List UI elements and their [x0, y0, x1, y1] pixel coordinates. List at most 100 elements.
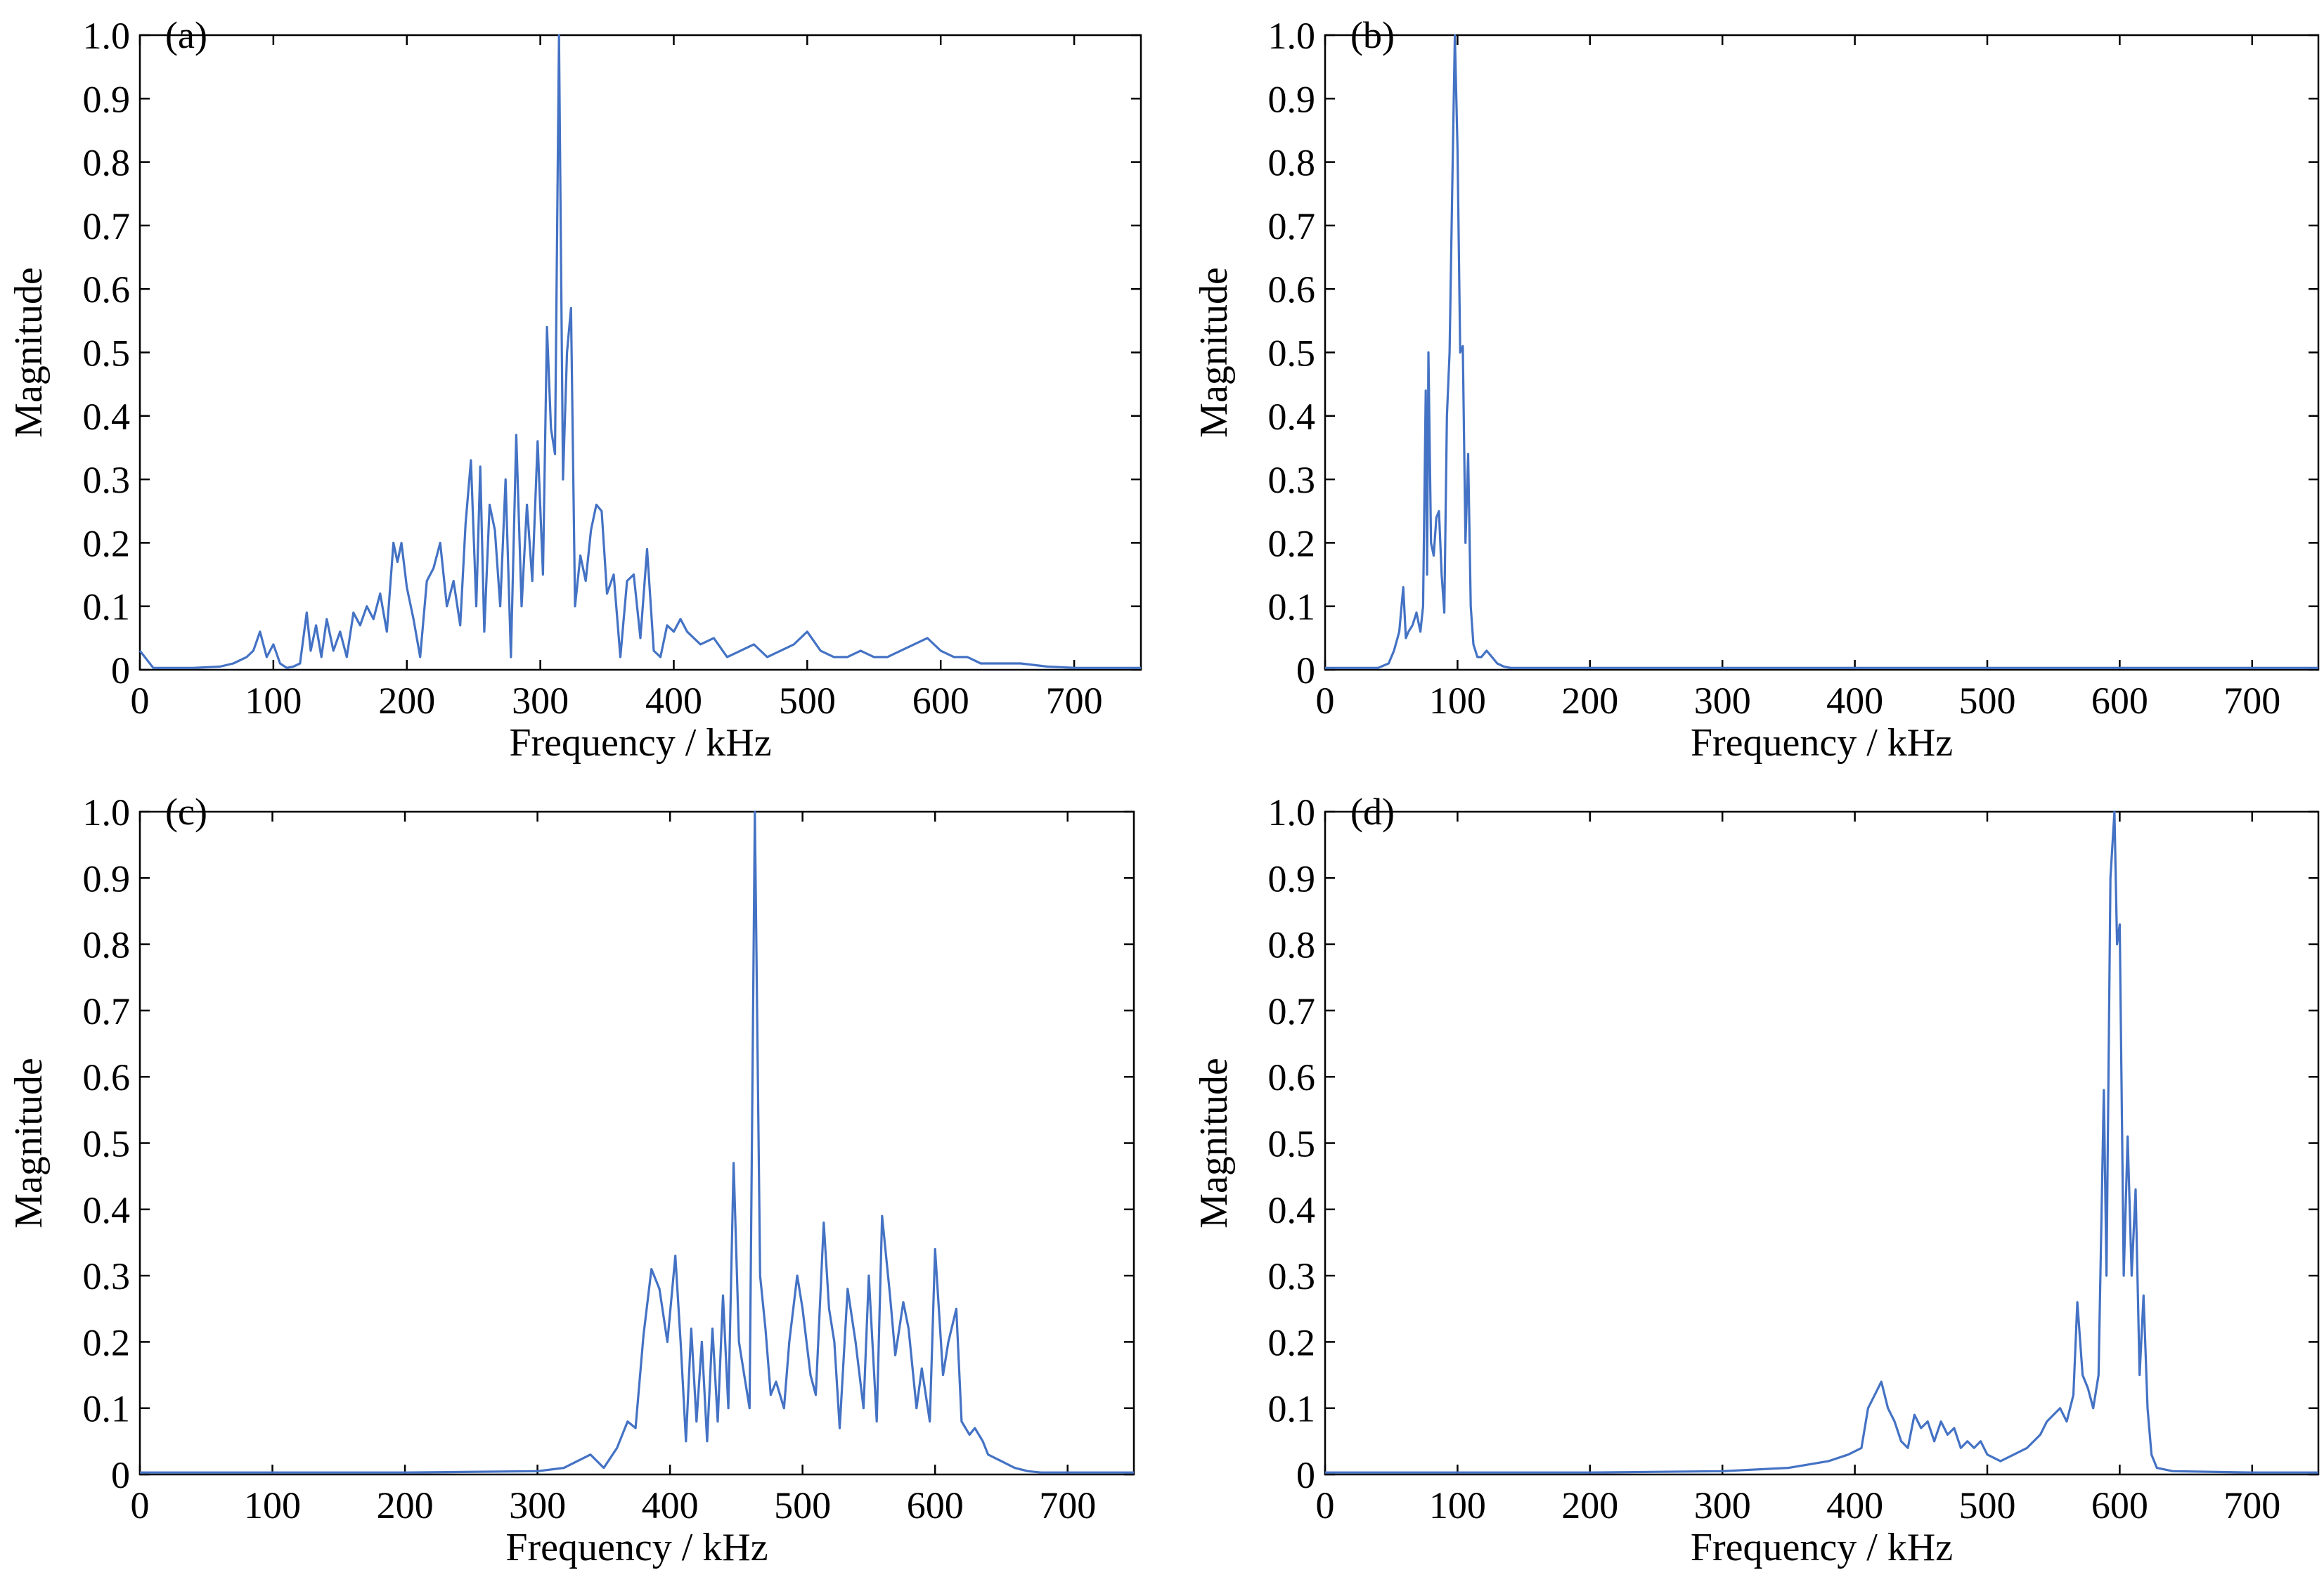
y-tick-label: 0.6	[83, 1056, 131, 1098]
series-line	[1325, 34, 2318, 669]
plot-frame	[1324, 810, 2320, 1476]
x-tick-label: 400	[1826, 1484, 1883, 1526]
x-tick-label: 100	[1429, 680, 1486, 722]
y-axis-label: Magnitude	[7, 1058, 51, 1228]
y-tick-label: 0.9	[1268, 78, 1316, 120]
y-tick-label: 0.8	[83, 142, 131, 184]
x-tick-label: 400	[1826, 680, 1883, 722]
plot-frame	[1324, 34, 2320, 671]
x-tick-label: 700	[2223, 680, 2280, 722]
x-tick-label: 300	[512, 680, 569, 722]
panel-c: 0 100 200 300 400 500 600 700 0 0.1 0.2 0.3 0.4 0.5 0.…	[7, 791, 1135, 1569]
y-tick-label: 0.6	[83, 268, 131, 311]
y-tick-label: 0.5	[83, 1123, 131, 1165]
y-tick-label: 0	[1296, 649, 1315, 692]
x-tick-label: 400	[645, 680, 702, 722]
y-tick-label: 0.8	[83, 924, 131, 966]
y-tick-label: 0.6	[1268, 1056, 1316, 1098]
y-tick-label: 0.3	[1268, 1255, 1316, 1297]
y-tick-label: 0.7	[83, 990, 131, 1032]
x-tick-label: 0	[131, 680, 150, 722]
y-tick-label: 0.6	[1268, 268, 1316, 311]
x-tick-label: 300	[1694, 1484, 1751, 1526]
y-tick-label: 0.3	[1268, 459, 1316, 501]
y-tick-label: 0.5	[1268, 332, 1316, 375]
y-tick-label: 0.3	[83, 459, 131, 501]
x-tick-label: 100	[244, 1484, 301, 1526]
x-tick-label: 200	[1561, 680, 1618, 722]
y-tick-label: 0.2	[83, 1321, 131, 1363]
y-tick-label: 0.2	[1268, 522, 1316, 564]
y-tick-label: 0.1	[83, 1388, 131, 1430]
y-tick-label: 0.1	[83, 586, 131, 628]
y-tick-label: 0.9	[1268, 857, 1316, 900]
y-axis-label: Magnitude	[7, 267, 51, 438]
y-tick-label: 0.7	[1268, 990, 1316, 1032]
y-tick-label: 0.5	[1268, 1123, 1316, 1165]
x-tick-label: 500	[1959, 1484, 2016, 1526]
x-tick-label: 500	[774, 1484, 831, 1526]
x-tick-label: 600	[2091, 1484, 2148, 1526]
y-axis-label: Magnitude	[1192, 1058, 1236, 1228]
x-axis-label: Frequency / kHz	[1691, 1526, 1953, 1569]
panel-label: (d)	[1350, 791, 1395, 833]
y-tick-label: 0.4	[83, 1189, 131, 1231]
panel-b: 0 100 200 300 400 500 600 700 0 0.1 0.2 0.3 0.4 0.5 0.…	[1192, 14, 2320, 765]
x-tick-label: 100	[1429, 1484, 1486, 1526]
y-tick-label: 1.0	[1268, 791, 1316, 834]
y-tick-label: 0.2	[1268, 1321, 1316, 1363]
x-tick-label: 0	[1316, 1484, 1335, 1526]
panel-label: (c)	[165, 791, 207, 833]
x-tick-label: 600	[2091, 680, 2148, 722]
panel-label: (a)	[165, 14, 207, 56]
panel-d: 0 100 200 300 400 500 600 700 0 0.1 0.2 0.3 0.4 0.5 0.…	[1192, 791, 2320, 1569]
x-axis-label: Frequency / kHz	[1691, 721, 1953, 765]
y-axis-label: Magnitude	[1192, 267, 1236, 438]
x-tick-label: 100	[245, 680, 302, 722]
x-tick-label: 200	[1561, 1484, 1618, 1526]
plot-frame	[138, 34, 1142, 671]
y-tick-label: 0.4	[1268, 1189, 1316, 1231]
x-tick-label: 700	[2223, 1484, 2280, 1526]
y-tick-label: 0.4	[1268, 396, 1316, 438]
y-tick-label: 0.7	[1268, 205, 1316, 247]
x-tick-label: 200	[377, 1484, 434, 1526]
y-tick-label: 0	[111, 649, 130, 692]
y-tick-label: 0.9	[83, 78, 131, 120]
x-tick-label: 0	[1316, 680, 1335, 722]
series-line	[138, 34, 1141, 669]
y-tick-label: 0.1	[1268, 586, 1316, 628]
x-axis-label: Frequency / kHz	[505, 1526, 768, 1569]
y-tick-label: 0.9	[83, 857, 131, 900]
x-tick-label: 400	[642, 1484, 699, 1526]
series-line	[1325, 810, 2318, 1474]
x-tick-label: 600	[912, 680, 969, 722]
y-tick-label: 1.0	[83, 791, 131, 834]
x-tick-label: 0	[131, 1484, 150, 1526]
x-tick-label: 300	[509, 1484, 566, 1526]
plot-frame	[138, 810, 1135, 1476]
x-tick-label: 200	[378, 680, 435, 722]
y-tick-label: 0	[111, 1454, 130, 1496]
x-tick-label: 500	[1959, 680, 2016, 722]
y-tick-label: 0.7	[83, 205, 131, 247]
y-tick-label: 0.3	[83, 1255, 131, 1297]
y-tick-label: 0.2	[83, 522, 131, 564]
x-tick-label: 300	[1694, 680, 1751, 722]
x-tick-label: 700	[1046, 680, 1103, 722]
y-tick-label: 1.0	[83, 15, 131, 57]
y-tick-label: 0.4	[83, 396, 131, 438]
x-tick-label: 700	[1039, 1484, 1096, 1526]
x-axis-label: Frequency / kHz	[509, 721, 771, 765]
y-tick-label: 0.8	[1268, 142, 1316, 184]
series-line	[140, 810, 1134, 1474]
panel-a: 0 100 200 300 400 500 600 700 0 0.1 0.2 0.3 0.4 0.5 0.…	[7, 14, 1142, 765]
y-tick-label: 0.8	[1268, 924, 1316, 966]
x-tick-label: 600	[907, 1484, 964, 1526]
y-tick-label: 0.5	[83, 332, 131, 375]
x-tick-label: 500	[779, 680, 836, 722]
y-tick-label: 0.1	[1268, 1388, 1316, 1430]
panel-label: (b)	[1350, 14, 1395, 56]
y-tick-label: 0	[1296, 1454, 1315, 1496]
